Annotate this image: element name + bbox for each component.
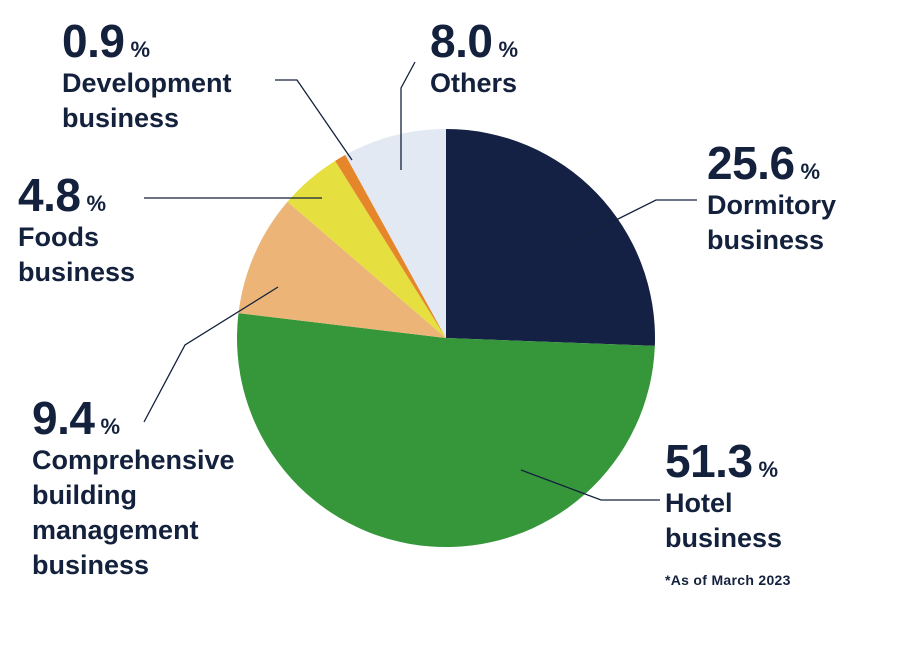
label-dormitory: 25.6% Dormitory business [707, 140, 836, 258]
label-others: 8.0% Others [430, 18, 518, 101]
unit-development: % [130, 37, 151, 62]
value-building-management: 9.4 [32, 392, 95, 444]
name-foods: Foods business [18, 222, 136, 287]
label-foods: 4.8% Foods business [18, 172, 135, 290]
leader-line-others [400, 61, 416, 170]
footnote: *As of March 2023 [665, 572, 791, 588]
leader-line-building-management [143, 286, 279, 423]
name-hotel: Hotel business [665, 488, 783, 553]
unit-others: % [498, 37, 519, 62]
leader-line-dormitory [565, 199, 697, 246]
value-others: 8.0 [430, 15, 493, 67]
name-development: Development business [62, 68, 232, 133]
slice-development [335, 154, 446, 338]
unit-dormitory: % [800, 159, 821, 184]
label-building-management: 9.4% Comprehensive building management b… [32, 395, 235, 583]
name-others: Others [430, 68, 518, 98]
value-foods: 4.8 [18, 169, 81, 221]
value-development: 0.9 [62, 15, 125, 67]
unit-foods: % [86, 191, 107, 216]
unit-hotel: % [758, 457, 779, 482]
unit-building-management: % [100, 414, 121, 439]
pie-slices [236, 129, 655, 548]
slice-foods [287, 160, 446, 338]
label-development: 0.9% Development business [62, 18, 232, 136]
name-building-management: Comprehensive building management busine… [32, 445, 235, 580]
slice-hotel [236, 313, 655, 548]
name-dormitory: Dormitory business [707, 190, 837, 255]
leader-line-development [275, 79, 353, 161]
leader-lines [143, 61, 697, 501]
label-hotel: 51.3% Hotel business [665, 438, 782, 556]
leader-line-hotel [520, 469, 660, 501]
value-hotel: 51.3 [665, 435, 753, 487]
slice-dormitory [446, 129, 655, 346]
slice-others [345, 129, 446, 338]
slice-building-management [238, 201, 446, 338]
value-dormitory: 25.6 [707, 137, 795, 189]
